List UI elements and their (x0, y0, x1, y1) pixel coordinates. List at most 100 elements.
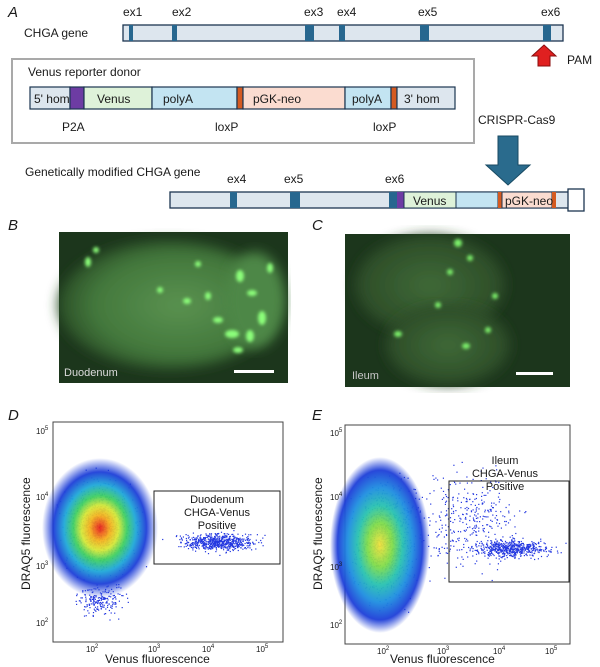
event-dot (469, 498, 471, 500)
event-dot (203, 544, 205, 546)
event-dot (515, 532, 517, 535)
event-dot (210, 543, 212, 546)
event-dot (490, 510, 492, 512)
event-dot (233, 542, 235, 544)
event-dot (488, 511, 490, 513)
event-dot (537, 549, 539, 551)
event-dot (483, 531, 485, 533)
event-dot (493, 544, 495, 546)
event-dot (533, 553, 535, 555)
event-dot (492, 514, 494, 516)
event-dot (210, 536, 212, 538)
event-dot (230, 546, 232, 548)
event-dot (255, 539, 257, 541)
event-dot (499, 498, 501, 501)
event-dot (219, 543, 221, 545)
event-dot (200, 542, 202, 545)
event-dot (528, 550, 530, 552)
event-dot (234, 545, 236, 547)
event-dot (102, 604, 104, 606)
event-dot (89, 598, 91, 600)
event-dot (528, 549, 530, 551)
event-dot (185, 534, 187, 536)
event-dot (497, 542, 499, 544)
event-dot (231, 540, 233, 543)
event-dot (93, 599, 95, 601)
event-dot (501, 556, 504, 558)
mod-exon-label-5: ex5 (284, 172, 304, 186)
event-dot (213, 540, 215, 542)
event-dot (507, 549, 509, 551)
event-dot (85, 596, 87, 598)
event-dot (199, 535, 201, 537)
event-dot (532, 555, 534, 557)
event-dot (499, 555, 501, 557)
event-dot (94, 598, 96, 600)
event-dot (446, 513, 448, 515)
event-dot (217, 541, 219, 543)
event-dot (105, 608, 107, 610)
e-ytick-0: 102 (330, 620, 343, 630)
event-dot (534, 549, 536, 552)
loxp-block-1 (236, 86, 244, 110)
event-dot (195, 538, 197, 540)
event-dot (110, 612, 112, 614)
event-dot (101, 598, 103, 600)
gate-line-2: CHGA-Venus (472, 468, 539, 480)
event-dot (249, 545, 251, 547)
event-dot (482, 528, 484, 530)
event-dot (233, 539, 235, 541)
event-dot (445, 501, 447, 503)
event-dot (209, 543, 211, 545)
event-dot (445, 543, 447, 545)
event-dot (520, 552, 522, 554)
event-dot (471, 533, 473, 535)
event-dot (101, 606, 103, 608)
d-ytick-0: 102 (36, 618, 49, 628)
event-dot (529, 550, 531, 552)
event-dot (244, 533, 247, 535)
event-dot (217, 543, 219, 545)
event-dot (212, 544, 214, 546)
event-dot (256, 534, 258, 536)
event-dot (194, 546, 196, 548)
event-dot (216, 535, 218, 537)
event-dot (81, 597, 83, 599)
duodenum-micrograph: Duodenum (58, 232, 288, 383)
event-dot (197, 545, 199, 547)
event-dot (500, 527, 502, 529)
event-dot (489, 563, 491, 565)
event-dot (216, 544, 218, 546)
event-dot (523, 552, 525, 554)
event-dot (514, 547, 516, 549)
event-dot (204, 537, 206, 539)
event-dot (207, 534, 209, 536)
event-dot (512, 537, 514, 539)
event-dot (495, 546, 497, 548)
event-dot (242, 539, 244, 541)
event-dot (215, 535, 217, 537)
event-dot (421, 496, 423, 498)
event-dot (483, 501, 485, 503)
event-dot (527, 544, 529, 546)
event-dot (218, 538, 221, 540)
event-dot (488, 555, 490, 557)
event-dot (100, 606, 102, 608)
event-dot (197, 535, 199, 537)
event-dot (244, 547, 246, 549)
event-dot (518, 543, 520, 545)
event-dot (526, 551, 528, 553)
event-dot (521, 552, 523, 554)
event-dot (511, 554, 513, 556)
event-dot (203, 543, 206, 545)
event-dot (231, 538, 233, 540)
event-dot (474, 511, 476, 513)
event-dot (490, 542, 492, 544)
event-dot (444, 515, 447, 517)
event-dot (214, 537, 216, 539)
event-dot (453, 530, 455, 532)
event-dot (229, 539, 231, 542)
event-dot (214, 542, 216, 544)
event-dot (495, 550, 497, 553)
e-xtick-3: 105 (545, 646, 558, 656)
